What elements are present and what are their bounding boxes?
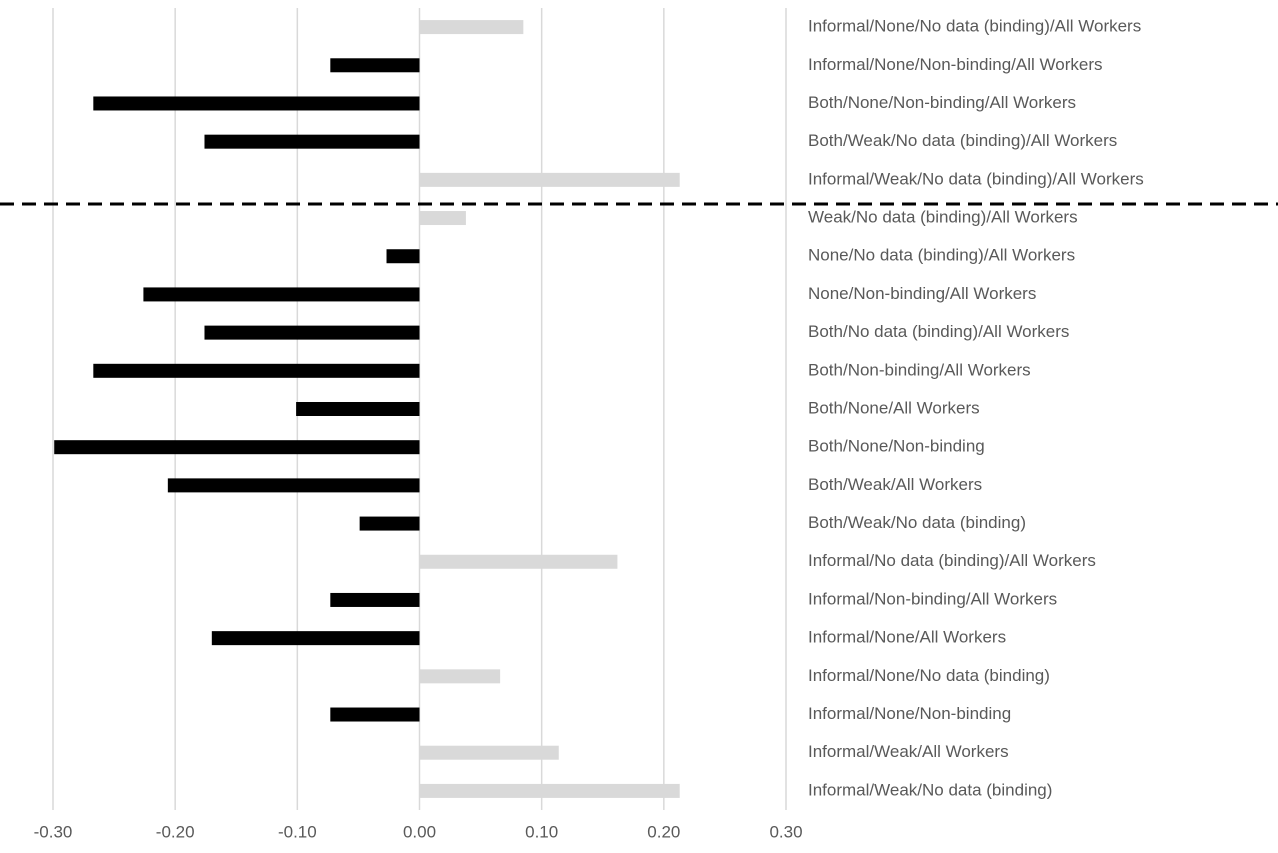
- bar: [419, 172, 680, 187]
- category-label: Both/Weak/No data (binding)/All Workers: [808, 131, 1117, 150]
- x-tick-label: 0.00: [403, 822, 436, 841]
- bar: [167, 478, 420, 493]
- category-label: Informal/None/Non-binding/All Workers: [808, 55, 1102, 74]
- bar: [419, 20, 524, 35]
- bar: [211, 631, 420, 646]
- x-tick-label: -0.10: [278, 822, 317, 841]
- category-label: Informal/Weak/No data (binding): [808, 780, 1052, 799]
- category-label: Both/None/Non-binding: [808, 437, 985, 456]
- category-label: Informal/None/Non-binding: [808, 704, 1011, 723]
- x-tick-label: 0.20: [647, 822, 680, 841]
- category-label: Both/None/Non-binding/All Workers: [808, 93, 1076, 112]
- bar: [419, 554, 618, 569]
- category-label: Both/Weak/No data (binding): [808, 513, 1026, 532]
- x-tick-label: 0.30: [769, 822, 802, 841]
- x-tick-label: -0.20: [156, 822, 195, 841]
- bar: [296, 402, 420, 416]
- bar: [419, 669, 501, 684]
- bar: [419, 745, 559, 760]
- bar: [330, 707, 420, 722]
- category-label: Both/No data (binding)/All Workers: [808, 322, 1069, 341]
- bar: [359, 516, 420, 531]
- bar: [204, 325, 420, 340]
- x-tick-label: -0.30: [34, 822, 73, 841]
- bar: [204, 134, 420, 149]
- category-label: Both/Weak/All Workers: [808, 475, 982, 494]
- category-label: Both/None/All Workers: [808, 398, 980, 417]
- bar: [93, 96, 420, 111]
- category-label: Informal/Non-binding/All Workers: [808, 589, 1057, 608]
- bar: [419, 783, 680, 798]
- category-label: Informal/Weak/All Workers: [808, 742, 1009, 761]
- bar: [143, 287, 420, 302]
- x-tick-label: 0.10: [525, 822, 558, 841]
- category-label: Both/Non-binding/All Workers: [808, 360, 1031, 379]
- category-label: Weak/No data (binding)/All Workers: [808, 208, 1078, 227]
- category-label: None/Non-binding/All Workers: [808, 284, 1036, 303]
- category-label: Informal/Weak/No data (binding)/All Work…: [808, 169, 1144, 188]
- bar: [386, 249, 420, 264]
- bar: [330, 58, 420, 73]
- category-label: Informal/None/All Workers: [808, 628, 1006, 647]
- bar: [54, 440, 420, 455]
- category-label: Informal/None/No data (binding)/All Work…: [808, 17, 1141, 36]
- bar: [419, 211, 466, 226]
- bar: [330, 592, 420, 607]
- category-label: Informal/No data (binding)/All Workers: [808, 551, 1096, 570]
- bar: [93, 363, 420, 378]
- category-label: None/No data (binding)/All Workers: [808, 246, 1075, 265]
- category-label: Informal/None/No data (binding): [808, 666, 1050, 685]
